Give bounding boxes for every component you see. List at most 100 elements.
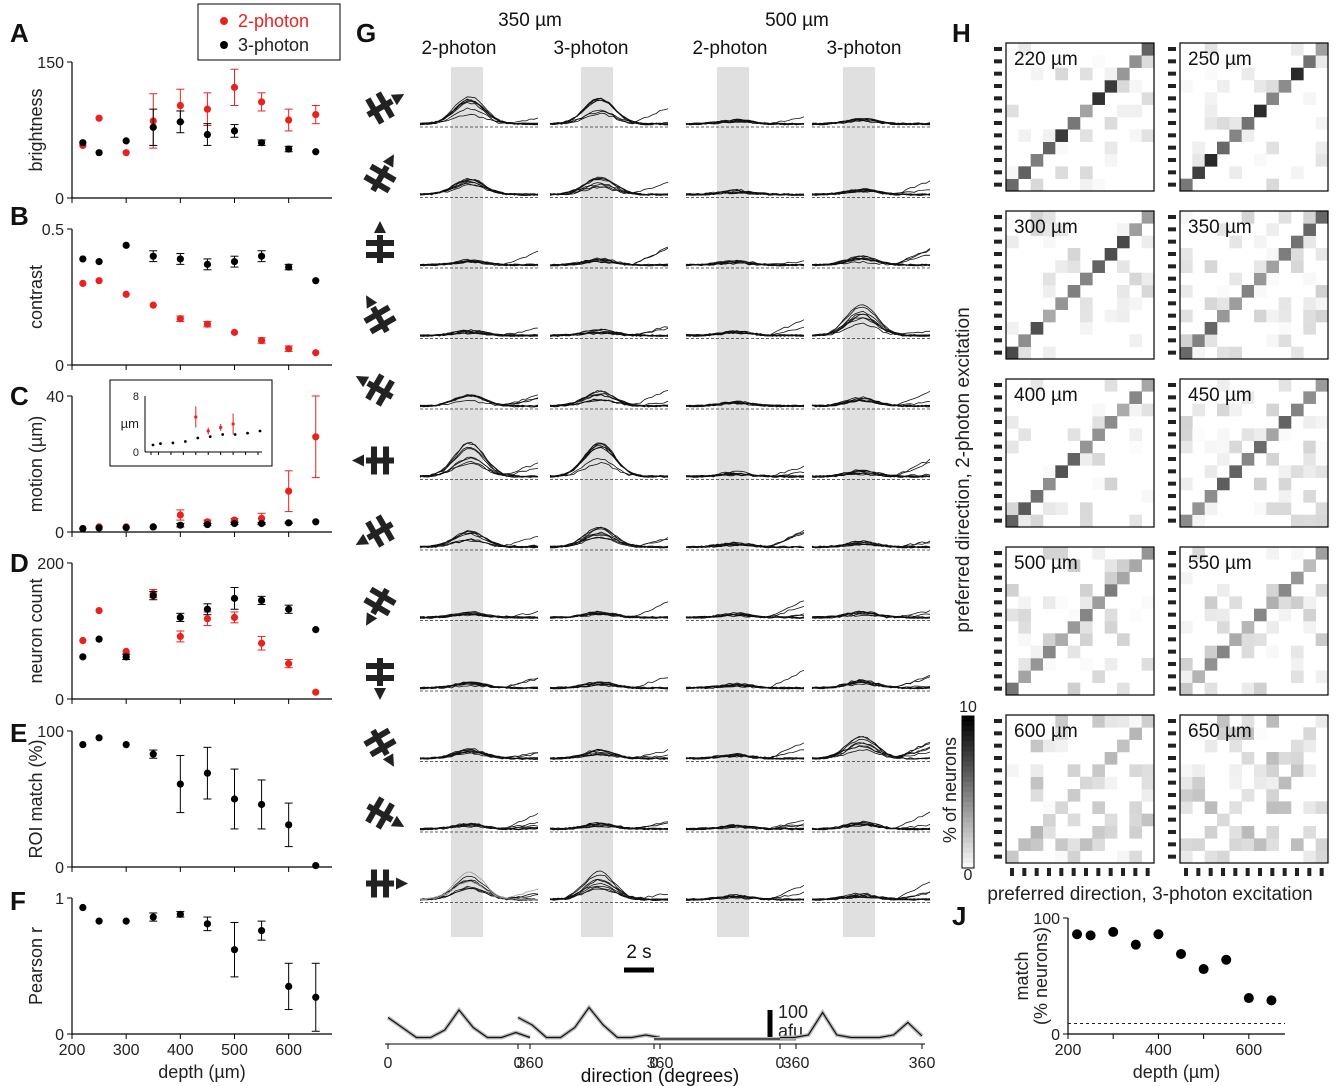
heatmap-cell-8-1-5 <box>1067 838 1081 851</box>
heatmap-ytick-glyph-9-0 <box>1168 719 1176 723</box>
d-ytick-label-0: 0 <box>55 692 64 709</box>
a-ytick-label-0: 0 <box>55 191 64 208</box>
colorbar-step-18 <box>962 807 974 813</box>
heatmap-cell-8-7-10 <box>1129 764 1142 777</box>
trace-2-6-7 <box>685 529 805 549</box>
heatmap-cell-1-8-7 <box>1266 80 1279 93</box>
grating-bar-c <box>371 446 377 475</box>
heatmap-cell-3-4-3 <box>1217 297 1230 310</box>
heatmap-cell-4-1-6 <box>1080 502 1093 515</box>
heatmap-cell-2-7-9 <box>1117 260 1130 273</box>
trace-3-9-6 <box>811 749 931 760</box>
colorbar-step-24 <box>962 837 974 844</box>
b-point-1-0 <box>79 255 87 263</box>
heatmap-cell-2-7-5 <box>1067 260 1081 273</box>
heatmap-cell-8-5-5 <box>1067 789 1081 802</box>
heatmap-cell-9-11-7 <box>1266 715 1279 728</box>
direction-arrow-icon-10 <box>365 796 405 830</box>
c-point-0-8 <box>285 487 293 495</box>
heatmap-cell-4-3-8 <box>1104 477 1118 491</box>
heatmap-cell-2-0-0 <box>1006 346 1019 360</box>
trace-3-7-6 <box>811 614 931 619</box>
heatmap-cell-6-11-7 <box>1092 547 1105 560</box>
heatmap-cell-9-4-7 <box>1266 801 1279 814</box>
trace-2-0-7 <box>685 120 805 126</box>
heatmap-cell-3-10-10 <box>1303 223 1316 236</box>
panel-letter-h: H <box>952 18 971 48</box>
heatmap-xtick-glyph-8-9 <box>1121 868 1125 876</box>
heatmap-cell-7-6-8 <box>1278 608 1292 622</box>
a-point-0-5 <box>203 105 212 113</box>
trace-3-9-7 <box>812 738 931 759</box>
heatmap-cell-6-8-8 <box>1104 584 1118 597</box>
g-depth-header-500: 500 µm <box>765 10 829 31</box>
heatmap-cell-5-8-10 <box>1303 416 1316 429</box>
heatmap-cell-3-0-1 <box>1192 346 1205 360</box>
heatmap-ytick-glyph-9-7 <box>1168 805 1176 810</box>
heatmap-cell-5-6-4 <box>1229 440 1242 454</box>
grating-bar-c <box>375 91 395 119</box>
heatmap-ytick-glyph-9-2 <box>1168 743 1176 748</box>
heatmap-cell-6-10-4 <box>1055 559 1068 572</box>
colorbar-step-22 <box>962 827 974 834</box>
d-point-0-1 <box>95 607 103 615</box>
a-point-1-8 <box>285 145 293 153</box>
heatmap-cell-0-4-10 <box>1129 129 1142 142</box>
heatmap-cell-4-6-10 <box>1129 440 1142 454</box>
trace-0-0-7 <box>419 98 539 125</box>
heatmap-cell-0-11-11 <box>1141 43 1155 56</box>
trace-1-4-5 <box>549 393 669 408</box>
heatmap-cell-1-0-7 <box>1266 178 1279 192</box>
heatmap-cell-4-0-10 <box>1129 514 1142 528</box>
trace-3-6-7 <box>811 540 931 548</box>
heatmap-cell-3-4-8 <box>1278 297 1292 310</box>
heatmap-xtick-glyph-9-3 <box>1221 868 1225 876</box>
heatmap-cell-8-0-5 <box>1067 850 1081 864</box>
heatmap-cell-0-10-11 <box>1141 55 1155 68</box>
trace-0-7-7 <box>419 613 539 619</box>
heatmap-cell-5-5-5 <box>1241 453 1255 466</box>
j-xtick-label-2: 600 <box>1235 1042 1262 1059</box>
legend-marker-3p <box>220 41 228 49</box>
j-xtick-label-1: 400 <box>1145 1042 1172 1059</box>
trace-3-3-6 <box>811 313 930 337</box>
heatmap-cell-0-7-7 <box>1092 92 1105 105</box>
heatmap-ytick-glyph-0-10 <box>994 170 1002 175</box>
heatmap-cell-7-1-9 <box>1291 670 1304 683</box>
f-ytick-label-0: 0 <box>55 1027 64 1044</box>
a-ylabel-0: brightness <box>26 88 46 171</box>
d-point-1-6 <box>230 594 239 602</box>
heatmap-cell-5-1-6 <box>1254 502 1267 515</box>
heatmap-cell-7-7-8 <box>1278 596 1292 609</box>
heatmap-ytick-glyph-1-7 <box>1168 133 1176 138</box>
heatmap-cell-4-1-0 <box>1006 502 1019 515</box>
heatmap-cell-3-8-7 <box>1266 248 1279 261</box>
j-ylabel-1: (% neurons) <box>1031 927 1051 1025</box>
e-point-0-1 <box>95 734 103 742</box>
g-col-header-1: 2-photon <box>421 38 496 59</box>
heatmap-cell-7-1-0 <box>1180 670 1193 683</box>
heatmap-cell-2-2-0 <box>1006 322 1019 335</box>
heatmap-cell-6-7-7 <box>1092 596 1105 609</box>
heatmap-cell-2-4-4 <box>1055 297 1068 310</box>
heatmap-cell-0-3-4 <box>1055 141 1068 155</box>
heatmap-depth-label-4: 400 µm <box>1014 385 1078 406</box>
heatmap-cell-1-10-11 <box>1315 55 1329 68</box>
heatmap-ytick-glyph-3-7 <box>1168 301 1176 306</box>
stimulus-shade-col-2 <box>717 67 749 937</box>
heatmap-cell-2-2-6 <box>1080 322 1093 335</box>
heatmap-cell-9-0-0 <box>1180 850 1193 864</box>
b-point-0-6 <box>230 328 239 336</box>
heatmap-cell-8-0-10 <box>1129 850 1142 864</box>
heatmap-cell-2-1-1 <box>1018 334 1031 347</box>
d-point-0-8 <box>285 660 293 668</box>
heatmap-cell-7-7-4 <box>1229 596 1242 609</box>
heatmap-cell-5-0-0 <box>1180 514 1193 528</box>
heatmap-cell-6-7-1 <box>1018 596 1031 609</box>
heatmap-ytick-glyph-6-10 <box>994 674 1002 679</box>
heatmap-xtick-glyph-8-8 <box>1108 868 1113 876</box>
heatmap-cell-5-9-9 <box>1291 403 1304 417</box>
heatmap-cell-7-0-6 <box>1254 682 1267 696</box>
heatmap-cell-1-8-8 <box>1278 80 1292 93</box>
heatmap-cell-6-4-6 <box>1080 633 1093 646</box>
